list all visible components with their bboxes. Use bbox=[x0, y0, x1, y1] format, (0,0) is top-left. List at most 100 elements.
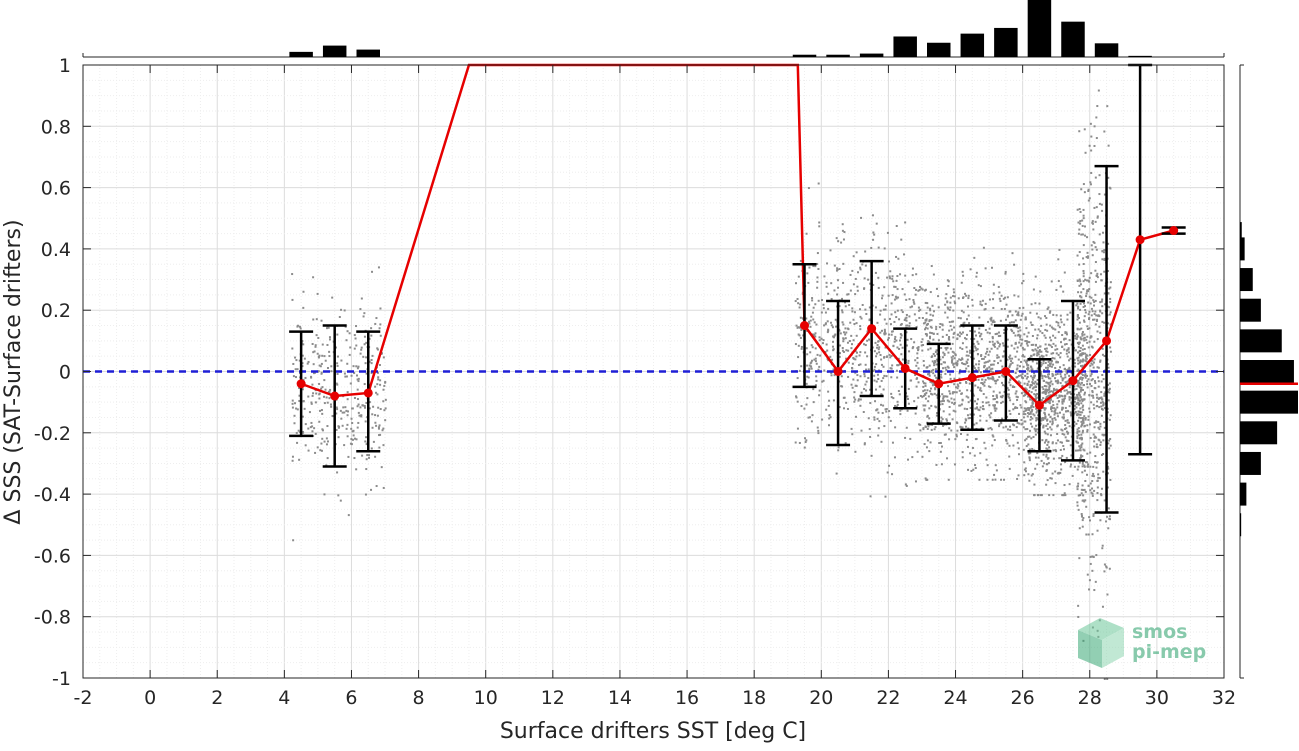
scatter-point bbox=[355, 325, 358, 328]
scatter-point bbox=[975, 363, 978, 366]
scatter-point bbox=[929, 307, 932, 310]
scatter-point bbox=[991, 363, 994, 366]
scatter-point bbox=[1092, 361, 1095, 364]
scatter-point bbox=[922, 394, 925, 397]
scatter-point bbox=[814, 384, 817, 387]
scatter-point bbox=[1042, 359, 1045, 362]
scatter-point bbox=[917, 346, 920, 349]
y-tick-label: 0.2 bbox=[41, 300, 71, 322]
scatter-point bbox=[945, 293, 948, 296]
scatter-point bbox=[892, 397, 895, 400]
scatter-point bbox=[1051, 441, 1054, 444]
scatter-point bbox=[1103, 426, 1106, 429]
scatter-point bbox=[317, 336, 320, 339]
scatter-point bbox=[795, 324, 798, 327]
scatter-point bbox=[991, 371, 994, 374]
scatter-point bbox=[965, 380, 968, 383]
scatter-point bbox=[796, 427, 799, 430]
scatter-point bbox=[898, 318, 901, 321]
scatter-point bbox=[823, 275, 826, 278]
scatter-point bbox=[365, 356, 368, 359]
scatter-point bbox=[1079, 417, 1082, 420]
scatter-point bbox=[1096, 396, 1099, 399]
scatter-point bbox=[1052, 457, 1055, 460]
scatter-point bbox=[376, 348, 379, 351]
scatter-point bbox=[1035, 419, 1038, 422]
scatter-point bbox=[1050, 360, 1053, 363]
scatter-point bbox=[925, 333, 928, 336]
scatter-point bbox=[856, 289, 859, 292]
scatter-point bbox=[965, 338, 968, 341]
scatter-point bbox=[966, 305, 969, 308]
scatter-point bbox=[965, 367, 968, 370]
scatter-point bbox=[1086, 424, 1089, 427]
scatter-point bbox=[1054, 328, 1057, 331]
scatter-point bbox=[376, 414, 379, 417]
scatter-point bbox=[894, 426, 897, 429]
scatter-point bbox=[1052, 391, 1055, 394]
scatter-point bbox=[803, 446, 806, 449]
scatter-point bbox=[925, 318, 928, 321]
scatter-point bbox=[1086, 251, 1089, 254]
scatter-point bbox=[1077, 385, 1080, 388]
scatter-point bbox=[1077, 317, 1080, 320]
scatter-point bbox=[1028, 479, 1031, 482]
scatter-point bbox=[849, 321, 852, 324]
scatter-point bbox=[1075, 337, 1078, 340]
scatter-point bbox=[1077, 356, 1080, 359]
top-histogram-bar bbox=[1061, 21, 1085, 57]
scatter-point bbox=[1038, 350, 1041, 353]
scatter-point bbox=[1019, 374, 1022, 377]
scatter-point bbox=[885, 408, 888, 411]
scatter-point bbox=[927, 400, 930, 403]
scatter-point bbox=[1046, 479, 1049, 482]
scatter-point bbox=[1065, 331, 1068, 334]
scatter-point bbox=[350, 438, 353, 441]
scatter-point bbox=[827, 329, 830, 332]
scatter-point bbox=[1038, 349, 1041, 352]
scatter-point bbox=[877, 276, 880, 279]
scatter-point bbox=[1043, 375, 1046, 378]
scatter-point bbox=[361, 454, 364, 457]
scatter-point bbox=[1074, 337, 1077, 340]
scatter-point bbox=[911, 456, 914, 459]
scatter-point bbox=[953, 300, 956, 303]
scatter-point bbox=[1078, 399, 1081, 402]
scatter-point bbox=[343, 411, 346, 414]
scatter-point bbox=[1006, 338, 1009, 341]
scatter-point bbox=[1078, 382, 1081, 385]
scatter-point bbox=[890, 313, 893, 316]
scatter-point bbox=[1033, 376, 1036, 379]
mean-markers bbox=[296, 226, 1179, 410]
scatter-point bbox=[841, 229, 844, 232]
scatter-point bbox=[1030, 384, 1033, 387]
scatter-point bbox=[1076, 437, 1079, 440]
scatter-point bbox=[948, 427, 951, 430]
scatter-point bbox=[324, 359, 327, 362]
scatter-point bbox=[799, 326, 802, 329]
scatter-point bbox=[1027, 452, 1030, 455]
scatter-point bbox=[856, 379, 859, 382]
scatter-point bbox=[923, 364, 926, 367]
scatter-point bbox=[859, 308, 862, 311]
scatter-point bbox=[851, 386, 854, 389]
scatter-point bbox=[1006, 345, 1009, 348]
scatter-point bbox=[1068, 391, 1071, 394]
scatter-point bbox=[1089, 364, 1092, 367]
scatter-point bbox=[1047, 360, 1050, 363]
scatter-point bbox=[883, 330, 886, 333]
scatter-point bbox=[1029, 452, 1032, 455]
scatter-point bbox=[1046, 433, 1049, 436]
scatter-point bbox=[956, 387, 959, 390]
scatter-point bbox=[952, 295, 955, 298]
scatter-point bbox=[854, 371, 857, 374]
scatter-point bbox=[961, 270, 964, 273]
scatter-point bbox=[996, 340, 999, 343]
scatter-point bbox=[987, 376, 990, 379]
y-tick-label: 0.8 bbox=[41, 116, 71, 138]
scatter-point bbox=[1028, 390, 1031, 393]
scatter-point bbox=[930, 265, 933, 268]
scatter-point bbox=[1029, 365, 1032, 368]
scatter-point bbox=[863, 375, 866, 378]
